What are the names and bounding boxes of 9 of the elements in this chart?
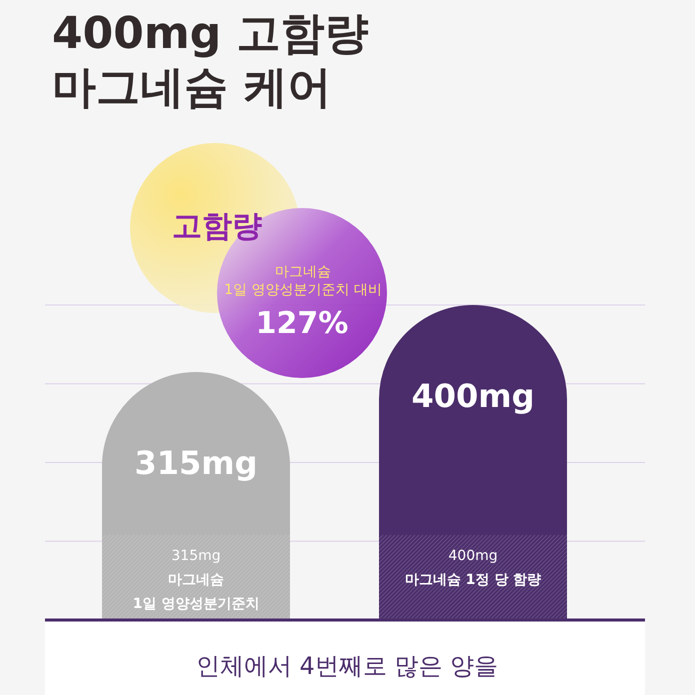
annotation: 127%: [256, 306, 348, 341]
text: 고함량: [172, 209, 262, 244]
data-label: 315mg: [134, 444, 258, 482]
data-label: 400mg: [411, 377, 535, 415]
chart-title: 400mg 고함량 마그네슘 케어: [52, 8, 369, 113]
text: 인체에서 4번째로 많은 양을: [196, 652, 498, 680]
text: 마그네슘 1일 영양성분기준치 대비: [224, 264, 382, 298]
x-tick-label: 315mg 마그네슘 1일 영양성분기준치: [132, 548, 260, 612]
x-tick-label: 400mg 마그네슘 1정 당 함량: [404, 548, 542, 588]
